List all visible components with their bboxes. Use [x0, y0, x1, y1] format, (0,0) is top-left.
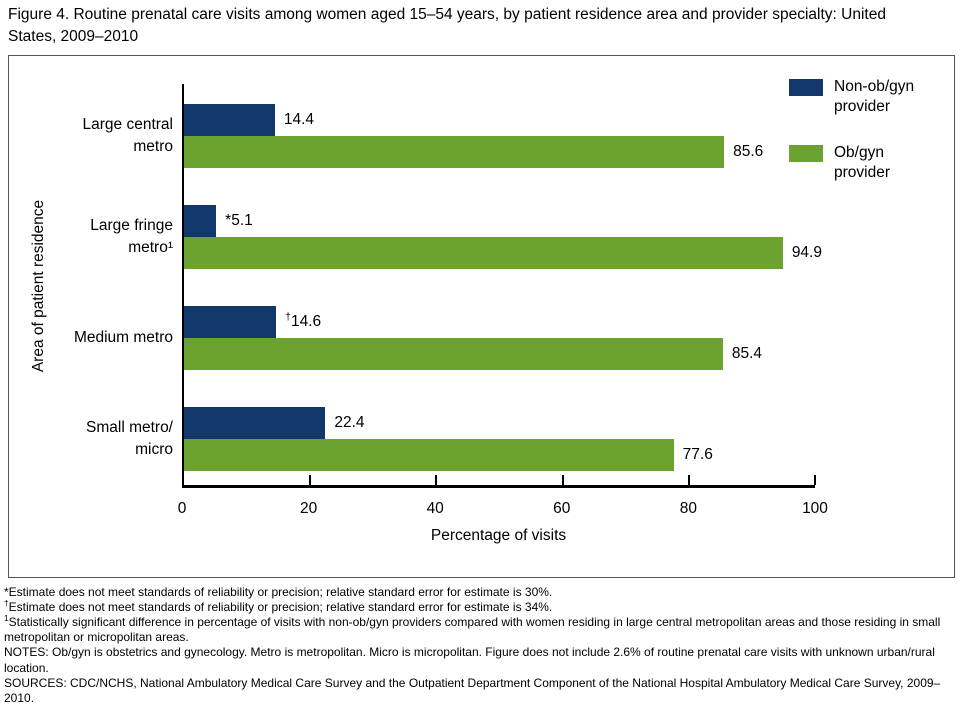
legend: Non-ob/gyn provider Ob/gyn provider	[789, 56, 954, 216]
x-tick-label: 100	[802, 500, 828, 517]
bar-obgyn-1	[184, 136, 725, 168]
figure-title: Figure 4. Routine prenatal care visits a…	[8, 6, 886, 46]
category-label: Small metro/micro	[86, 419, 173, 458]
bar-value-label: 77.6	[682, 446, 713, 463]
obgyn-swatch-icon	[789, 145, 823, 162]
x-tick-label: 20	[299, 500, 318, 517]
x-axis-tick	[814, 475, 816, 485]
legend-item-obgyn: Ob/gyn provider	[789, 143, 890, 183]
nonobgyn-swatch-icon	[789, 79, 823, 96]
bar-value-label: †14.6	[285, 310, 322, 330]
plot-area: 14.4 85.6 *5.1 94.9 †14.6 85.4 22.4 77.6	[182, 84, 822, 488]
x-tick-label: 40	[426, 500, 444, 517]
y-axis-label: Area of patient residence	[30, 199, 47, 373]
x-axis-label: Percentage of visits	[430, 527, 567, 544]
footnotes: *Estimate does not meet standards of rel…	[4, 585, 954, 706]
x-tick-label: 80	[679, 500, 698, 517]
bar-value-label: 14.4	[283, 111, 315, 128]
footnote-line: †Estimate does not meet standards of rel…	[4, 598, 553, 615]
category-label: Large central metro	[82, 116, 173, 155]
x-tick-labels: 0 20 40 60 80 100	[178, 500, 828, 520]
bar-nonobgyn-2	[184, 205, 217, 237]
bar-value-label: 85.6	[733, 143, 764, 160]
x-axis-tick	[435, 475, 438, 485]
x-axis-tick	[687, 475, 690, 485]
x-tick-label: 0	[177, 500, 187, 517]
bar-value-label: 94.9	[791, 244, 822, 261]
legend-item-nonobgyn: Non-ob/gyn provider	[789, 77, 914, 117]
bar-value-label: *5.1	[225, 212, 253, 229]
footnote-line: 1Statistically significant difference in…	[4, 613, 941, 645]
x-tick-label: 60	[553, 500, 571, 517]
bar-value-label: 85.4	[731, 345, 763, 362]
footnote-line: NOTES: Ob/gyn is obstetrics and gynecolo…	[4, 645, 935, 675]
x-axis-tick	[561, 475, 564, 485]
legend-label: Non-ob/gyn provider	[834, 78, 915, 116]
bar-nonobgyn-1	[184, 104, 275, 136]
bar-value-label: 22.4	[334, 414, 365, 431]
bar-nonobgyn-4	[184, 407, 326, 439]
footnote-line: SOURCES: CDC/NCHS, National Ambulatory M…	[4, 675, 941, 705]
legend-label: Ob/gyn provider	[834, 144, 890, 182]
bar-obgyn-2	[184, 237, 783, 269]
chart-frame: Area of patient residence 14.4 85.6 *5.1 94…	[8, 55, 955, 578]
footnote-line: *Estimate does not meet standards of rel…	[4, 585, 553, 599]
bar-obgyn-3	[184, 338, 723, 370]
bar-nonobgyn-3	[184, 306, 277, 338]
x-axis-tick	[309, 475, 312, 485]
bar-obgyn-4	[184, 439, 674, 471]
